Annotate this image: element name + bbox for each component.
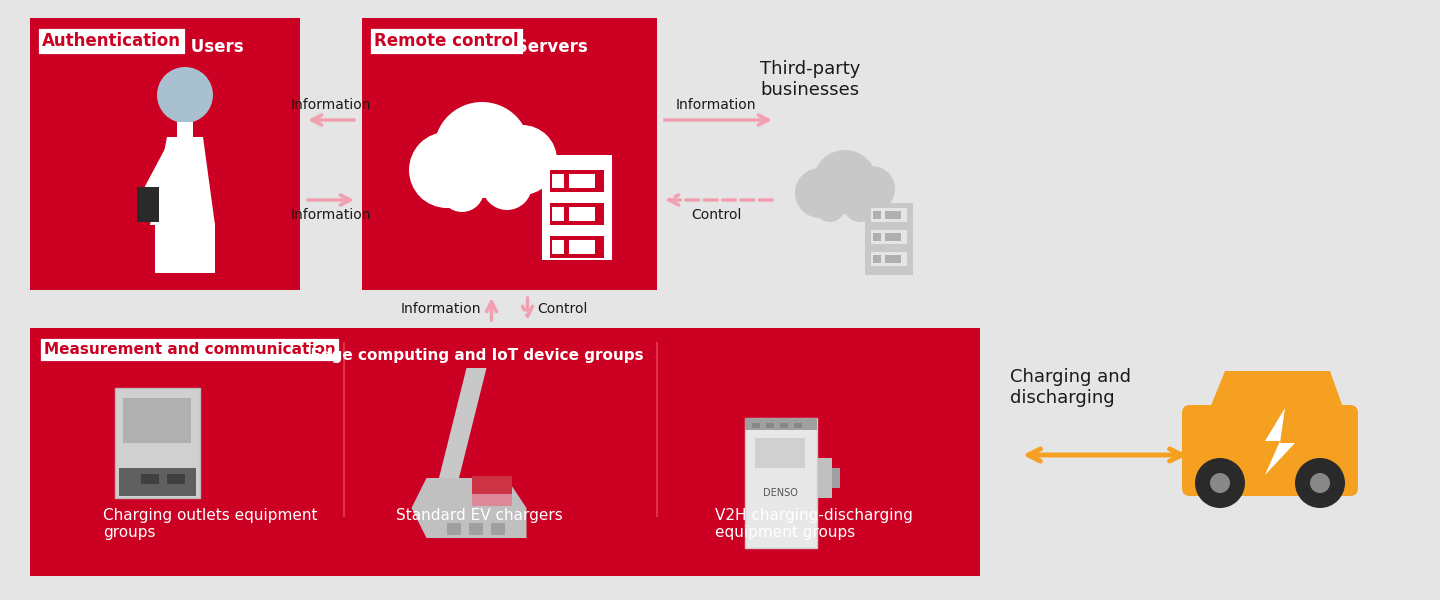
Text: Control: Control <box>537 302 588 316</box>
Text: DENSO: DENSO <box>763 488 798 498</box>
Text: Standard EV chargers: Standard EV chargers <box>396 508 563 523</box>
Bar <box>552 240 564 254</box>
Bar <box>550 203 603 225</box>
Bar <box>886 255 901 263</box>
Text: Remote control: Remote control <box>374 32 518 50</box>
Bar <box>30 18 300 290</box>
Text: Information: Information <box>291 98 372 112</box>
Circle shape <box>815 192 845 222</box>
Bar <box>156 223 215 273</box>
Polygon shape <box>150 137 215 225</box>
Bar <box>873 211 881 219</box>
Bar <box>832 468 840 488</box>
Bar <box>550 236 603 258</box>
Bar <box>871 252 907 266</box>
Bar <box>886 211 901 219</box>
Bar <box>468 523 482 535</box>
Text: Third-party
businesses: Third-party businesses <box>760 60 860 99</box>
Bar <box>30 328 981 576</box>
Circle shape <box>409 132 485 208</box>
Circle shape <box>795 168 845 218</box>
Text: Information: Information <box>400 302 481 316</box>
Bar <box>871 230 907 244</box>
Circle shape <box>814 150 877 214</box>
Text: Authentication: Authentication <box>42 32 181 50</box>
Bar <box>873 233 881 241</box>
Bar <box>752 423 760 428</box>
Bar <box>471 494 511 506</box>
Bar <box>120 468 196 496</box>
Polygon shape <box>436 368 487 488</box>
Bar <box>818 458 832 498</box>
Bar <box>167 474 184 484</box>
Bar <box>755 438 805 468</box>
Bar <box>865 203 913 275</box>
Text: Control: Control <box>691 208 742 222</box>
Circle shape <box>1310 473 1331 493</box>
Circle shape <box>1295 458 1345 508</box>
Polygon shape <box>412 478 527 538</box>
Bar <box>871 208 907 222</box>
Bar <box>793 423 802 428</box>
Circle shape <box>850 166 896 212</box>
Bar <box>569 207 595 221</box>
Circle shape <box>482 160 531 210</box>
Bar <box>491 523 504 535</box>
Bar <box>744 418 816 548</box>
Bar <box>873 255 881 263</box>
Text: Information: Information <box>675 98 756 112</box>
Text: Edge computing and IoT device groups: Edge computing and IoT device groups <box>300 348 644 363</box>
Text: V2H charging-discharging
equipment groups: V2H charging-discharging equipment group… <box>716 508 913 541</box>
Text: Measurement and communication: Measurement and communication <box>45 342 336 357</box>
Bar <box>780 423 788 428</box>
Circle shape <box>441 168 484 212</box>
Bar <box>122 398 192 443</box>
Bar <box>550 170 603 192</box>
Circle shape <box>487 125 557 195</box>
Bar <box>569 240 595 254</box>
Circle shape <box>842 188 877 222</box>
Polygon shape <box>143 145 183 205</box>
Bar <box>541 155 612 260</box>
Text: Information: Information <box>291 208 372 222</box>
Bar <box>552 207 564 221</box>
Text: Users: Users <box>184 38 243 56</box>
Bar <box>569 174 595 188</box>
Circle shape <box>1195 458 1246 508</box>
Circle shape <box>157 67 213 123</box>
Text: Servers: Servers <box>510 38 588 56</box>
Bar <box>886 233 901 241</box>
Bar <box>471 476 511 494</box>
FancyBboxPatch shape <box>1182 405 1358 496</box>
Bar <box>115 388 200 498</box>
Circle shape <box>433 102 530 198</box>
Text: Charging and
discharging: Charging and discharging <box>1009 368 1130 407</box>
Bar <box>766 423 775 428</box>
Polygon shape <box>1208 371 1345 413</box>
Polygon shape <box>1264 408 1295 475</box>
Bar <box>177 122 193 137</box>
Text: Charging outlets equipment
groups: Charging outlets equipment groups <box>104 508 317 541</box>
Bar <box>137 187 158 222</box>
Bar <box>446 523 461 535</box>
Bar <box>361 18 657 290</box>
Bar <box>744 418 816 430</box>
Bar <box>552 174 564 188</box>
Circle shape <box>1210 473 1230 493</box>
Bar <box>141 474 158 484</box>
